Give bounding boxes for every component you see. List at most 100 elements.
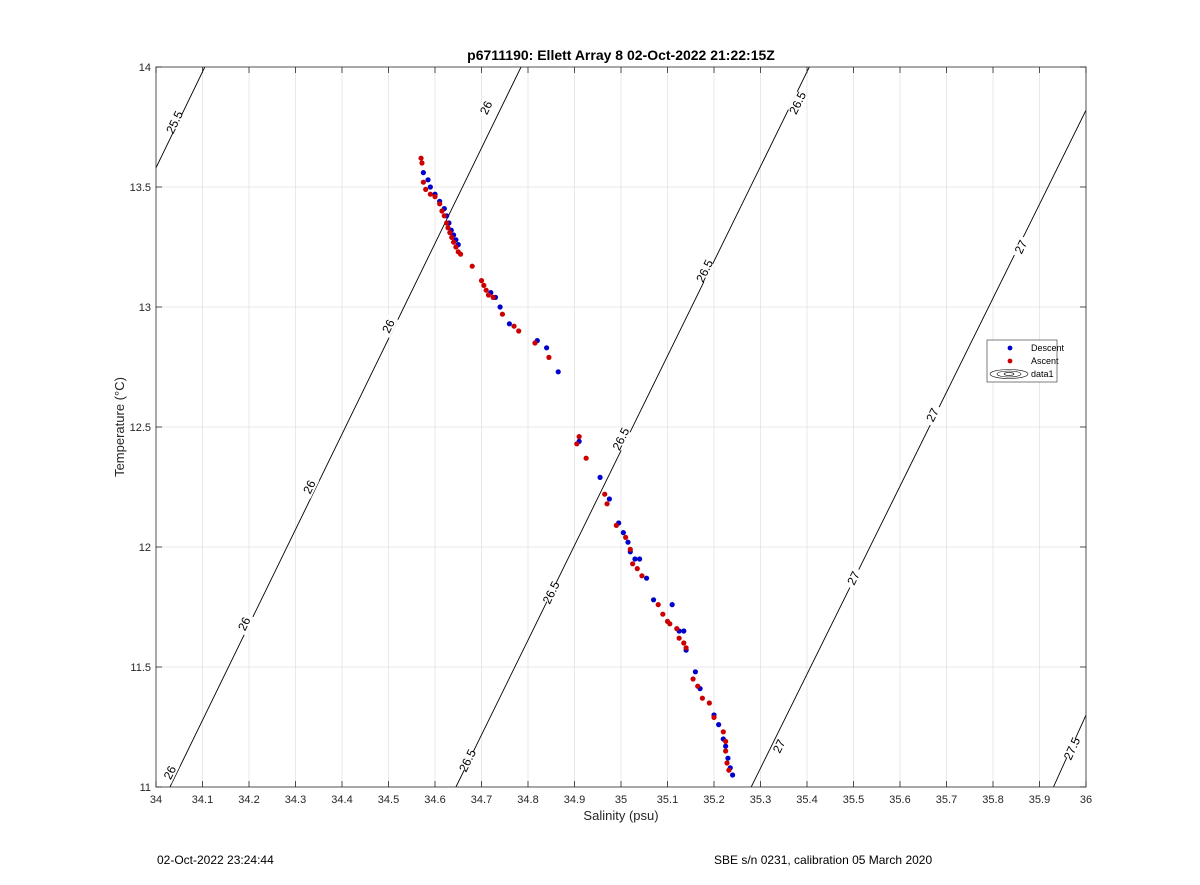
ascent-point <box>441 213 447 219</box>
ascent-point <box>469 263 475 269</box>
legend-data1-label: data1 <box>1031 369 1054 379</box>
ascent-point <box>667 621 673 627</box>
footer-calibration: SBE s/n 0231, calibration 05 March 2020 <box>714 853 933 867</box>
contour-label: 26 <box>161 763 180 781</box>
contour-label-background <box>1062 737 1082 761</box>
x-tick-label: 34.3 <box>285 794 306 806</box>
ascent-point <box>604 501 610 507</box>
contour-label: 26 <box>477 98 496 116</box>
x-tick-label: 35.5 <box>843 794 864 806</box>
ascent-point <box>483 287 489 293</box>
contour-label-background <box>1011 235 1031 259</box>
ascent-point <box>634 566 640 572</box>
contour-label-background <box>457 748 478 773</box>
contour-label-background <box>160 760 180 785</box>
ascent-point <box>451 239 457 245</box>
descent-point <box>620 530 626 536</box>
chart-title: p6711190: Ellett Array 8 02-Oct-2022 21:… <box>467 47 775 63</box>
y-tick-label: 11.5 <box>130 662 151 674</box>
descent-point <box>730 772 736 778</box>
ascent-point <box>583 455 589 461</box>
legend-box <box>986 339 1058 383</box>
ascent-point <box>453 244 459 250</box>
ascent-point <box>516 328 522 334</box>
descent-point <box>669 602 675 608</box>
ascent-point <box>499 311 506 317</box>
ascent-point <box>690 676 696 682</box>
x-tick-label: 35.4 <box>796 794 817 806</box>
ascent-point <box>655 602 661 608</box>
data-points <box>418 155 736 778</box>
footer-timestamp: 02-Oct-2022 23:24:44 <box>157 853 274 867</box>
contour-label: 26 <box>379 317 398 335</box>
y-tick-label: 12 <box>139 542 151 554</box>
ascent-point <box>676 635 682 641</box>
x-tick-label: 34.6 <box>424 794 445 806</box>
x-tick-label: 34.7 <box>471 794 492 806</box>
legend-ascent-marker <box>1007 358 1013 364</box>
ascent-point <box>437 201 443 207</box>
descent-point <box>497 304 503 310</box>
contour-label-background <box>769 734 789 758</box>
ascent-point <box>613 522 619 529</box>
contour-label-background <box>164 110 185 134</box>
ascent-point <box>420 179 426 185</box>
ascent-point <box>674 626 680 632</box>
grid <box>156 67 1086 787</box>
ascent-point <box>681 640 687 646</box>
ascent-point <box>695 683 701 689</box>
descent-point <box>506 321 512 327</box>
descent-point <box>643 575 650 581</box>
contour-label-background <box>843 566 864 590</box>
ascent-point <box>574 441 580 447</box>
contour-label-background <box>611 427 631 451</box>
ascent-point <box>445 225 451 231</box>
x-tick-label: 34.9 <box>564 794 585 806</box>
descent-point <box>716 722 722 728</box>
ascent-point <box>723 738 729 745</box>
descent-point <box>681 628 687 634</box>
x-tick-label: 35.2 <box>703 794 724 806</box>
descent-point <box>606 496 612 502</box>
ascent-point <box>444 220 450 226</box>
ascent-point <box>478 278 485 284</box>
x-tick-label: 34.2 <box>238 794 259 806</box>
x-tick-label: 34.4 <box>331 794 352 806</box>
x-tick-label: 35.8 <box>982 794 1003 806</box>
descent-point <box>425 177 431 183</box>
axis-ticks: 34 34.1 34.2 34.3 34.4 34.5 34.6 34.7 34.8 34.9 35… <box>130 62 1093 806</box>
contour-label-background <box>787 91 808 115</box>
ascent-point <box>720 729 726 735</box>
x-tick-label: 36 <box>1080 794 1092 806</box>
descent-point <box>597 474 603 480</box>
x-tick-label: 34.8 <box>517 794 538 806</box>
ascent-point <box>639 573 645 579</box>
density-contour-line <box>750 110 1086 787</box>
contour-label-background <box>694 259 715 283</box>
contour-label-background <box>378 314 399 338</box>
ascent-point <box>699 695 705 701</box>
ascent-point <box>711 714 717 721</box>
ascent-point <box>418 155 424 161</box>
legend-descent-label: Descent <box>1031 343 1065 353</box>
descent-point <box>420 170 426 176</box>
descent-point <box>625 539 631 545</box>
y-axis-label: Temperature (°C) <box>112 377 127 477</box>
ascent-point <box>724 760 730 766</box>
contour-label-background <box>299 475 320 499</box>
x-tick-label: 34 <box>150 794 162 806</box>
ascent-point <box>427 191 433 197</box>
ascent-point <box>576 434 582 440</box>
descent-point <box>723 743 729 749</box>
ascent-point <box>511 323 517 329</box>
y-tick-label: 13.5 <box>130 182 151 194</box>
ascent-point <box>447 230 453 236</box>
x-tick-label: 35.7 <box>936 794 957 806</box>
ascent-point <box>723 748 729 754</box>
x-tick-label: 35.1 <box>657 794 678 806</box>
descent-point <box>725 755 731 761</box>
ascent-point <box>623 534 629 541</box>
legend-contour-icon <box>989 369 1029 379</box>
density-contour-line <box>169 67 522 787</box>
